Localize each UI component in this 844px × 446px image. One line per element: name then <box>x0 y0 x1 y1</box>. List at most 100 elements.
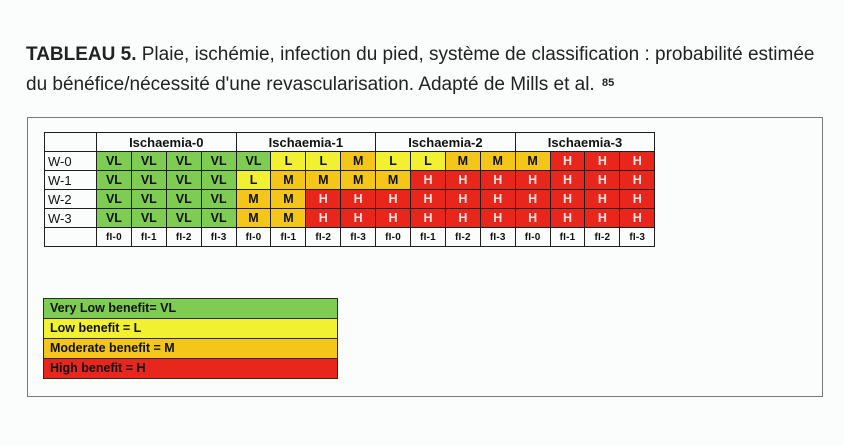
table-row: W-2 VL VL VL VL M M H H H H H H H H H H <box>44 189 656 209</box>
ischaemia-group-header: Ischaemia-3 <box>514 132 656 152</box>
benefit-cell: VL <box>200 208 237 228</box>
benefit-cell: H <box>410 189 446 209</box>
benefit-cell: H <box>305 208 342 228</box>
caption-reference: 85 <box>601 77 615 89</box>
benefit-cell: VL <box>96 189 132 209</box>
benefit-cell: L <box>235 170 272 190</box>
benefit-cell: H <box>375 189 412 209</box>
benefit-cell: M <box>479 151 516 171</box>
ischaemia-group-header: Ischaemia-0 <box>96 132 237 152</box>
benefit-cell: VL <box>165 170 202 190</box>
benefit-cell: H <box>444 189 481 209</box>
foot-infection-grade-label: fI-2 <box>584 227 621 247</box>
benefit-cell: M <box>375 170 412 190</box>
benefit-cell: VL <box>200 170 237 190</box>
benefit-cell: H <box>340 189 377 209</box>
benefit-cell: M <box>305 170 342 190</box>
foot-infection-grade-label: fI-3 <box>619 227 656 247</box>
legend-item-h: High benefit = H <box>44 359 337 378</box>
benefit-cell: L <box>270 151 307 171</box>
benefit-cell: H <box>305 189 342 209</box>
benefit-cell: H <box>340 208 377 228</box>
benefit-cell: H <box>375 208 412 228</box>
benefit-cell: VL <box>235 151 272 171</box>
benefit-cell: H <box>549 151 586 171</box>
foot-infection-grade-label: fI-1 <box>130 227 167 247</box>
benefit-cell: H <box>479 189 516 209</box>
benefit-cell: H <box>514 170 551 190</box>
benefit-cell: VL <box>200 151 237 171</box>
benefit-cell: M <box>235 189 272 209</box>
benefit-cell: VL <box>96 151 132 171</box>
benefit-cell: M <box>514 151 551 171</box>
benefit-cell: H <box>549 170 586 190</box>
foot-infection-grade-label: fI-0 <box>96 227 132 247</box>
benefit-cell: VL <box>130 170 167 190</box>
wound-grade-label: W-1 <box>44 170 97 190</box>
benefit-cell: H <box>584 170 621 190</box>
table-row: W-3 VL VL VL VL M M H H H H H H H H H H <box>44 208 656 228</box>
table-row: W-1 VL VL VL VL L M M M M H H H H H H H <box>44 170 656 190</box>
benefit-cell: VL <box>130 208 167 228</box>
foot-infection-grade-label: fI-3 <box>479 227 516 247</box>
benefit-legend: Very Low benefit= VL Low benefit = L Moder… <box>43 298 338 379</box>
wound-grade-label: W-0 <box>44 151 97 171</box>
wound-grade-label: W-3 <box>44 208 97 228</box>
wound-grade-label: W-2 <box>44 189 97 209</box>
header-corner-cell <box>44 132 97 152</box>
foot-infection-grade-label: fI-0 <box>375 227 412 247</box>
foot-infection-grade-label: fI-0 <box>514 227 551 247</box>
benefit-cell: H <box>444 208 481 228</box>
caption-line1: Plaie, ischémie, infection du pied, syst… <box>136 44 815 65</box>
benefit-cell: M <box>270 189 307 209</box>
benefit-cell: H <box>549 189 586 209</box>
benefit-cell: VL <box>130 151 167 171</box>
benefit-cell: H <box>410 170 446 190</box>
benefit-cell: VL <box>165 189 202 209</box>
benefit-cell: H <box>619 170 656 190</box>
caption-line2: du bénéfice/nécessité d'une revascularis… <box>26 74 595 95</box>
benefit-cell: H <box>514 208 551 228</box>
foot-infection-grade-label: fI-1 <box>410 227 446 247</box>
wifi-classification-table: Ischaemia-0 Ischaemia-1 Ischaemia-2 Ischaem… <box>44 132 656 247</box>
benefit-cell: H <box>479 208 516 228</box>
benefit-cell: M <box>444 151 481 171</box>
legend-item-l: Low benefit = L <box>44 319 337 339</box>
benefit-cell: H <box>619 208 656 228</box>
benefit-cell: H <box>584 189 621 209</box>
foot-infection-grade-label: fI-1 <box>549 227 586 247</box>
benefit-cell: VL <box>130 189 167 209</box>
legend-item-vl: Very Low benefit= VL <box>44 299 337 319</box>
ischaemia-group-header: Ischaemia-1 <box>235 132 377 152</box>
foot-infection-grade-label: fI-1 <box>270 227 307 247</box>
table-row: W-0 VL VL VL VL VL L L M L L M M M H H H <box>44 151 656 171</box>
benefit-cell: H <box>549 208 586 228</box>
benefit-cell: VL <box>96 208 132 228</box>
benefit-cell: VL <box>96 170 132 190</box>
benefit-cell: H <box>479 170 516 190</box>
benefit-cell: H <box>444 170 481 190</box>
benefit-cell: VL <box>165 208 202 228</box>
benefit-cell: H <box>410 208 446 228</box>
legend-item-m: Moderate benefit = M <box>44 339 337 359</box>
table-header-row: Ischaemia-0 Ischaemia-1 Ischaemia-2 Ischaem… <box>44 132 656 152</box>
foot-infection-grade-label: fI-3 <box>340 227 377 247</box>
foot-infection-row: fI-0 fI-1 fI-2 fI-3 fI-0 fI-1 fI-2 fI-3 fI-0 fI-1… <box>44 227 656 247</box>
foot-infection-grade-label: fI-2 <box>444 227 481 247</box>
ischaemia-group-header: Ischaemia-2 <box>375 132 516 152</box>
footer-corner-cell <box>44 227 97 247</box>
benefit-cell: H <box>584 208 621 228</box>
benefit-cell: M <box>270 208 307 228</box>
benefit-cell: L <box>375 151 412 171</box>
caption-label: TABLEAU 5. <box>26 44 137 65</box>
benefit-cell: M <box>340 170 377 190</box>
figure-frame: Ischaemia-0 Ischaemia-1 Ischaemia-2 Ischaem… <box>27 117 823 397</box>
benefit-cell: L <box>305 151 342 171</box>
foot-infection-grade-label: fI-0 <box>235 227 272 247</box>
benefit-cell: H <box>584 151 621 171</box>
benefit-cell: H <box>514 189 551 209</box>
foot-infection-grade-label: fI-2 <box>165 227 202 247</box>
benefit-cell: L <box>410 151 446 171</box>
benefit-cell: M <box>235 208 272 228</box>
benefit-cell: VL <box>200 189 237 209</box>
